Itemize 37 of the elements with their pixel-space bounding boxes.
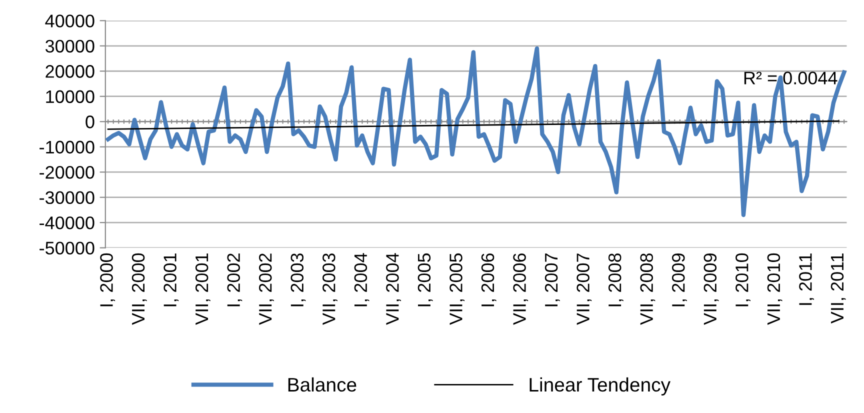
x-tick-label: VII, 2010 (767, 253, 782, 325)
y-tick-label: 30000 (45, 40, 94, 53)
x-tick-label: I, 2009 (672, 254, 687, 306)
x-tick-label: VII, 2007 (576, 254, 592, 325)
annotation: R² = 0.0044 (744, 72, 838, 84)
x-tick-label: I, 2000 (100, 253, 116, 306)
legend-label: Linear Tendency (530, 377, 670, 396)
x-tick-label: I, 2006 (481, 253, 496, 306)
x-tick-label: I, 2007 (544, 254, 560, 306)
x-tick-label: VII, 2002 (258, 254, 274, 325)
x-tick-label: VII, 2008 (640, 253, 656, 325)
x-tick-label: I, 2008 (608, 253, 624, 306)
x-tick-label: VII, 2001 (195, 254, 210, 325)
y-tick-label: -30000 (40, 191, 94, 204)
x-tick-label: I, 2003 (290, 253, 306, 306)
y-tick-label: -10000 (40, 140, 94, 154)
x-tick-label: I, 2002 (227, 254, 242, 306)
x-tick-label: VII, 2006 (513, 253, 528, 325)
y-tick-label: -50000 (40, 242, 94, 255)
x-tick-label: I, 2005 (418, 253, 433, 306)
x-tick-label: VII, 2003 (322, 253, 338, 325)
x-tick-label: I, 2004 (354, 253, 370, 306)
y-tick-label: 40000 (45, 14, 94, 28)
x-tick-label: VII, 2004 (386, 253, 401, 325)
x-tick-label: I, 2010 (736, 253, 750, 306)
x-tick-label: VII, 2000 (132, 253, 147, 325)
y-tick-label: -40000 (40, 216, 94, 230)
x-tick-label: I, 2011 (799, 254, 814, 305)
y-tick-label: -20000 (40, 166, 94, 179)
x-tick-label: I, 2001 (164, 254, 179, 306)
y-tick-label: 10000 (46, 90, 94, 104)
legend-label: Balance (288, 377, 356, 392)
x-tick-label: VII, 2011 (830, 254, 846, 324)
y-tick-label: 20000 (46, 65, 94, 78)
x-tick-label: VII, 2005 (450, 253, 465, 325)
y-tick-label: 0 (86, 116, 94, 128)
x-tick-label: VII, 2009 (704, 254, 719, 325)
